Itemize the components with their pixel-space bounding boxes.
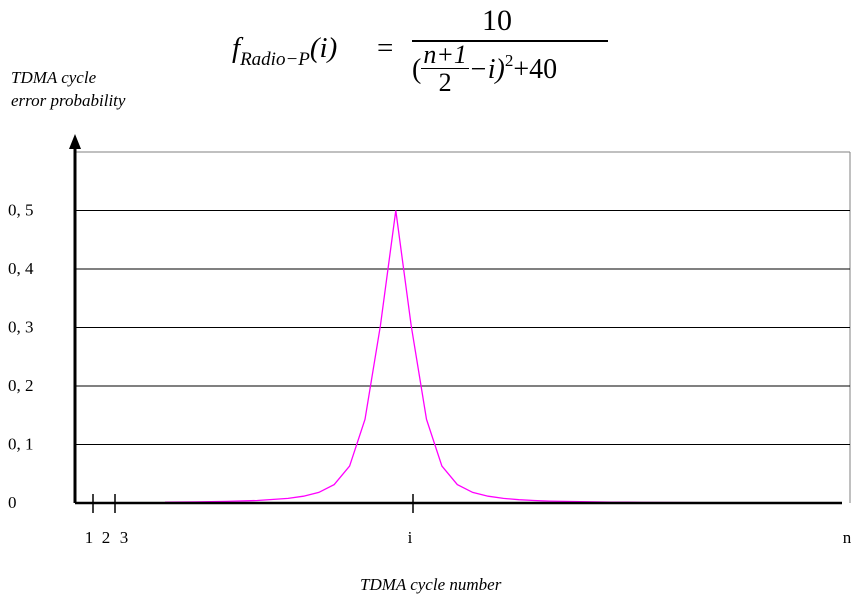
formula-fraction-bar [412, 40, 608, 42]
formula-inner-numerator: n+1 [421, 40, 469, 69]
series-layer [164, 210, 766, 504]
x-tick-label: i [408, 528, 413, 547]
y-axis-label-line-1: TDMA cycle [11, 68, 97, 87]
y-tick-labels: 0 0, 1 0, 2 0, 3 0, 4 0, 5 [8, 201, 34, 513]
x-axis-label: TDMA cycle number [360, 575, 502, 594]
x-tick-label: 1 [85, 528, 94, 547]
formula-open-paren: ( [412, 53, 422, 85]
formula-denominator: (n+1 2 −i)2+40 [412, 42, 558, 99]
y-tick-label: 0, 2 [8, 376, 34, 395]
formula-tail: +40 [513, 53, 558, 85]
x-tick-label: 2 [102, 528, 111, 547]
formula-f: f [232, 32, 241, 64]
y-tick-label: 0, 3 [8, 318, 34, 337]
formula-inner-fraction: n+1 2 [421, 42, 469, 97]
y-tick-label: 0 [8, 493, 17, 512]
formula-arg: (i) [309, 32, 338, 64]
formula-equals: = [377, 32, 394, 64]
formula-numerator: 10 [482, 4, 512, 37]
x-tick-label: 3 [120, 528, 129, 547]
formula-inner-denominator: 2 [438, 68, 452, 97]
y-axis-label: TDMA cycle error probability [11, 66, 125, 112]
y-tick-label: 0, 5 [8, 201, 34, 220]
formula: fRadio−P(i) = 10 (n+1 2 −i)2+40 [232, 2, 632, 102]
formula-minus-i: −i) [468, 53, 505, 85]
y-axis-arrowhead [69, 134, 81, 149]
axes [69, 134, 842, 505]
formula-exponent: 2 [504, 50, 514, 70]
formula-subscript: Radio−P [240, 49, 310, 70]
y-tick-label: 0, 1 [8, 435, 34, 454]
series-line [164, 210, 766, 504]
formula-lhs: fRadio−P(i) [232, 32, 338, 70]
y-tick-label: 0, 4 [8, 259, 34, 278]
y-axis-label-line-2: error probability [11, 91, 126, 110]
x-tick-label: n [843, 528, 852, 547]
grid-lines [75, 151, 851, 503]
